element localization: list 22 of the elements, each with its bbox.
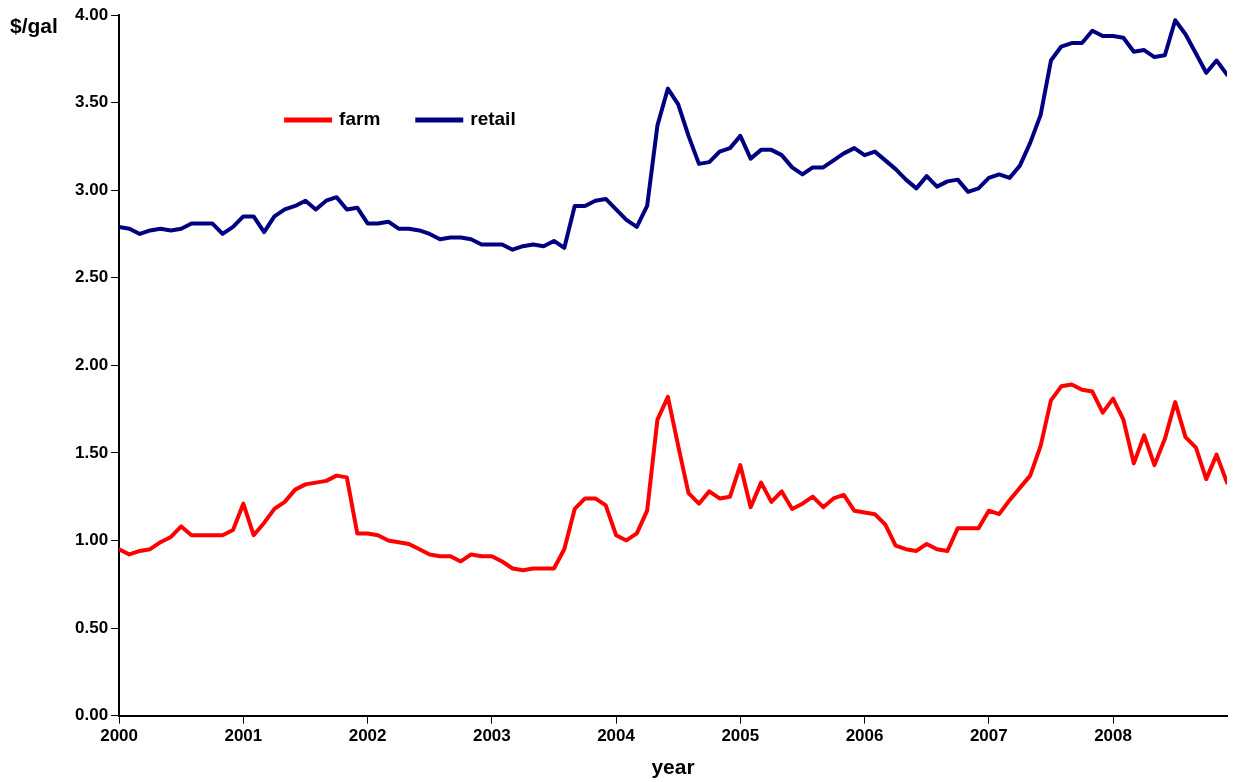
y-tick-label: 4.00 (74, 4, 109, 24)
x-tick-label: 2001 (224, 726, 263, 746)
x-tick-label: 2005 (721, 726, 760, 746)
y-axis-title: $/gal (10, 13, 58, 37)
x-tick-label: 2006 (845, 726, 884, 746)
x-axis-title: year (651, 755, 695, 779)
y-tick-label: 0.00 (74, 705, 109, 725)
y-tick-label: 2.00 (74, 354, 109, 374)
y-tick-label: 3.50 (74, 92, 109, 112)
y-tick-label: 1.50 (74, 442, 109, 462)
y-tick-label: 1.00 (74, 530, 109, 550)
y-tick-label: 0.50 (74, 617, 109, 637)
legend-label: farm (339, 108, 381, 130)
x-tick-label: 2002 (348, 726, 387, 746)
x-tick-label: 2004 (597, 726, 636, 746)
y-tick-label: 2.50 (74, 267, 109, 287)
x-tick-label: 2008 (1094, 726, 1132, 746)
x-tick-label: 2003 (472, 726, 511, 746)
y-tick-label: 3.00 (74, 179, 109, 199)
x-tick-label: 2007 (969, 726, 1008, 746)
legend-label: retail (470, 108, 516, 130)
x-tick-label: 2000 (100, 726, 138, 746)
